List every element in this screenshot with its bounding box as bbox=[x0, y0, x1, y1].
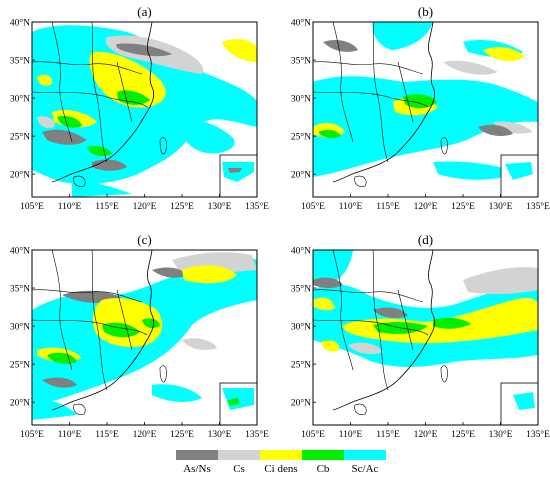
legend-label: Cb bbox=[317, 463, 330, 475]
lat-tick-label: 20°N bbox=[10, 398, 30, 409]
panel-label-c: (c) bbox=[137, 232, 151, 247]
lat-tick-label: 25°N bbox=[10, 360, 30, 371]
cloud-field bbox=[32, 250, 257, 425]
lon-tick-label: 125°E bbox=[170, 429, 194, 440]
cloud-field bbox=[313, 250, 538, 425]
lat-tick-label: 20°N bbox=[10, 170, 30, 181]
lat-tick-label: 30°N bbox=[291, 322, 311, 333]
lon-tick-label: 130°E bbox=[208, 201, 232, 212]
lat-tick-label: 40°N bbox=[291, 246, 311, 257]
lat-tick-label: 40°N bbox=[10, 18, 30, 29]
lon-tick-label: 120°E bbox=[414, 201, 438, 212]
panel-d bbox=[312, 249, 539, 426]
lat-tick-label: 30°N bbox=[10, 322, 30, 333]
lat-tick-label: 35°N bbox=[291, 56, 311, 67]
legend-swatch-cs bbox=[218, 450, 260, 460]
lat-tick-label: 35°N bbox=[10, 56, 30, 67]
lon-tick-label: 105°E bbox=[20, 201, 44, 212]
lat-tick-label: 25°N bbox=[291, 132, 311, 143]
lat-tick-label: 20°N bbox=[291, 398, 311, 409]
panel-a bbox=[31, 21, 258, 198]
lon-tick-label: 105°E bbox=[301, 429, 325, 440]
lat-tick-label: 30°N bbox=[10, 94, 30, 105]
legend: As/Ns Cs Ci dens Cb Sc/Ac bbox=[176, 450, 386, 475]
lat-tick-label: 30°N bbox=[291, 94, 311, 105]
legend-label: Ci dens bbox=[264, 463, 297, 475]
legend-swatch-ci-dens bbox=[260, 450, 302, 460]
lat-tick-label: 35°N bbox=[291, 284, 311, 295]
legend-label: Sc/Ac bbox=[352, 463, 379, 475]
lon-tick-label: 115°E bbox=[95, 429, 119, 440]
cloud-field bbox=[32, 22, 257, 197]
panel-b bbox=[312, 21, 539, 198]
cloud-field bbox=[313, 22, 538, 197]
lon-tick-label: 125°E bbox=[170, 201, 194, 212]
lon-tick-label: 135°E bbox=[245, 201, 269, 212]
lon-tick-label: 110°E bbox=[339, 201, 363, 212]
lat-tick-label: 40°N bbox=[10, 246, 30, 257]
legend-label: Cs bbox=[233, 463, 245, 475]
labels-layer: (a) 105°E 110°E 115°E 120°E 125°E 130°E 135°E 40… bbox=[10, 4, 550, 440]
lon-tick-label: 125°E bbox=[451, 429, 475, 440]
lon-tick-label: 130°E bbox=[489, 201, 513, 212]
lon-tick-label: 135°E bbox=[245, 429, 269, 440]
panel-label-d: (d) bbox=[418, 232, 433, 247]
lon-tick-label: 125°E bbox=[451, 201, 475, 212]
legend-swatch-as-ns bbox=[176, 450, 218, 460]
lat-tick-label: 40°N bbox=[291, 18, 311, 29]
lon-tick-label: 130°E bbox=[489, 429, 513, 440]
panel-label-a: (a) bbox=[137, 4, 151, 19]
lon-tick-label: 115°E bbox=[95, 201, 119, 212]
lon-tick-label: 120°E bbox=[414, 429, 438, 440]
lon-tick-label: 110°E bbox=[58, 429, 82, 440]
legend-swatch-cb bbox=[302, 450, 344, 460]
lat-tick-label: 20°N bbox=[291, 170, 311, 181]
lon-tick-label: 120°E bbox=[133, 429, 157, 440]
lon-tick-label: 115°E bbox=[376, 201, 400, 212]
lon-tick-label: 105°E bbox=[301, 201, 325, 212]
lon-tick-label: 115°E bbox=[376, 429, 400, 440]
panel-c bbox=[31, 249, 258, 426]
lon-tick-label: 130°E bbox=[208, 429, 232, 440]
lat-tick-label: 35°N bbox=[10, 284, 30, 295]
legend-swatch-sc-ac bbox=[344, 450, 386, 460]
lon-tick-label: 135°E bbox=[526, 201, 550, 212]
panel-label-b: (b) bbox=[418, 4, 433, 19]
lon-tick-label: 135°E bbox=[526, 429, 550, 440]
legend-label: As/Ns bbox=[183, 463, 211, 475]
lon-tick-label: 110°E bbox=[339, 429, 363, 440]
lon-tick-label: 120°E bbox=[133, 201, 157, 212]
lat-tick-label: 25°N bbox=[291, 360, 311, 371]
lat-tick-label: 25°N bbox=[10, 132, 30, 143]
lon-tick-label: 105°E bbox=[20, 429, 44, 440]
lon-tick-label: 110°E bbox=[58, 201, 82, 212]
